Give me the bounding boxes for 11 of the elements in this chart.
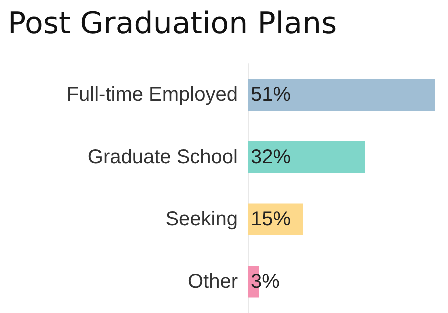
data-label: 51% <box>251 84 292 106</box>
y-tick-label: Other <box>188 270 238 293</box>
y-tick-label: Full-time Employed <box>66 84 238 106</box>
chart-title: Post Graduation Plans <box>8 6 338 42</box>
bar <box>248 79 435 111</box>
y-tick-label: Seeking <box>166 208 238 231</box>
data-label: 15% <box>251 208 292 231</box>
data-label: 32% <box>251 146 292 168</box>
bar <box>248 142 366 174</box>
data-label: 3% <box>251 270 280 293</box>
y-tick-label: Graduate School <box>88 146 238 168</box>
